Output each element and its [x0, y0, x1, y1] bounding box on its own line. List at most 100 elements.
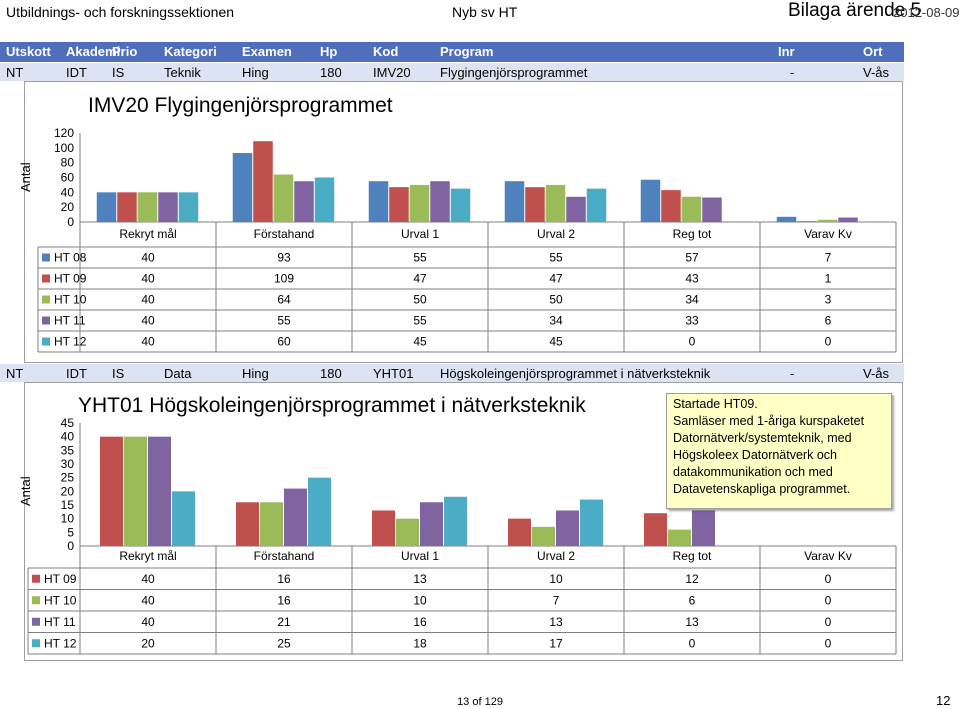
table-value-cell: 0 [825, 593, 832, 607]
table-value-cell: 55 [413, 251, 427, 265]
table-value-cell: 21 [277, 615, 291, 629]
cell-akademi: IDT [66, 366, 87, 381]
bar-ht08-4 [640, 179, 661, 222]
bar-ht10-3 [532, 526, 555, 546]
cell-kod: IMV20 [373, 65, 411, 80]
note-line: datakommunikation och med [673, 465, 833, 479]
bar-ht10-3 [545, 184, 566, 222]
legend-series-name: HT 11 [54, 314, 86, 328]
x-category-label: Varav Kv [804, 227, 852, 241]
table-value-cell: 57 [685, 251, 699, 265]
y-tick-label: 20 [61, 484, 75, 498]
bar-ht10-0 [137, 192, 158, 222]
bar-ht11-2 [430, 181, 450, 222]
table-value-cell: 13 [413, 572, 427, 586]
cell-prio: IS [112, 366, 125, 381]
bar-ht12-3 [580, 499, 603, 546]
table-value-cell: 55 [549, 251, 563, 265]
chart-title-yht01: YHT01 Högskoleingenjörsprogrammet i nätv… [78, 394, 586, 417]
y-tick-label: 5 [67, 525, 74, 539]
program-row-imv20: NT IDT IS Teknik Hing 180 IMV20 Flyginge… [0, 63, 904, 81]
table-value-cell: 50 [413, 293, 427, 307]
table-value-cell: 33 [685, 314, 699, 328]
cell-program: Högskoleingenjörsprogrammet i nätverkste… [440, 366, 711, 381]
bar-ht09-2 [389, 187, 409, 222]
note-line: Högskoleex Datornätverk och [673, 448, 837, 462]
legend-swatch [32, 639, 40, 648]
legend-series-name: HT 08 [54, 251, 87, 265]
bar-ht08-1 [232, 153, 253, 222]
table-value-cell: 43 [685, 272, 699, 286]
table-value-cell: 10 [413, 593, 427, 607]
bar-ht12-1 [308, 477, 331, 546]
bar-ht12-1 [314, 177, 335, 222]
report-name: Nyb sv HT [452, 4, 518, 20]
y-tick-label: 80 [61, 156, 75, 170]
cell-inr: - [790, 65, 795, 80]
legend-series-name: HT 09 [54, 272, 87, 286]
bar-ht10-0 [124, 436, 147, 546]
bar-ht11-1 [294, 181, 314, 222]
table-value-cell: 16 [277, 572, 291, 586]
y-tick-label: 15 [61, 498, 75, 512]
cell-utskott: NT [6, 65, 24, 80]
col-prio: Prio [112, 44, 138, 59]
table-value-cell: 10 [549, 572, 563, 586]
bar-ht11-4 [692, 510, 715, 546]
col-akademi: Akademi [66, 44, 121, 59]
table-value-cell: 13 [549, 615, 563, 629]
bar-ht10-2 [409, 184, 430, 222]
col-hp: Hp [320, 44, 338, 59]
table-value-cell: 20 [141, 636, 155, 650]
legend-series-name: HT 12 [54, 335, 87, 349]
table-value-cell: 6 [825, 314, 832, 328]
cell-kategori: Teknik [164, 65, 201, 80]
table-value-cell: 0 [825, 572, 832, 586]
x-category-label: Reg tot [673, 227, 712, 241]
bar-ht09-2 [372, 510, 395, 546]
note-line: Samläser med 1-åriga kurspaketet [673, 414, 865, 428]
y-tick-label: 45 [61, 416, 75, 430]
org-name: Utbildnings- och forskningssektionen [6, 4, 235, 20]
bar-ht11-2 [420, 502, 443, 546]
bar-ht10-1 [273, 174, 294, 222]
bar-ht09-4 [661, 190, 681, 222]
table-value-cell: 64 [277, 293, 291, 307]
table-value-cell: 7 [825, 251, 832, 265]
y-tick-label: 35 [61, 443, 75, 457]
note-line: Datavetenskapliga programmet. [673, 482, 851, 496]
table-value-cell: 47 [413, 272, 427, 286]
table-value-cell: 34 [685, 293, 699, 307]
bar-ht08-2 [368, 181, 389, 222]
table-value-cell: 40 [141, 572, 155, 586]
y-tick-label: 60 [61, 171, 75, 185]
page-footer: 13 of 129 [457, 696, 503, 708]
x-category-label: Urval 2 [537, 227, 575, 241]
bar-ht11-5 [838, 217, 858, 222]
cell-ort: V-ås [863, 366, 890, 381]
chart-title-imv20: IMV20 Flygingenjörsprogrammet [88, 94, 393, 117]
col-program: Program [440, 44, 494, 59]
table-value-cell: 0 [825, 615, 832, 629]
table-value-cell: 50 [549, 293, 563, 307]
table-value-cell: 0 [825, 636, 832, 650]
table-value-cell: 40 [141, 293, 155, 307]
bar-ht09-3 [508, 518, 531, 546]
legend-swatch [42, 295, 50, 304]
legend-swatch [42, 274, 50, 283]
table-value-cell: 3 [825, 293, 832, 307]
cell-ort: V-ås [863, 65, 890, 80]
program-note-box: Startade HT09. Samläser med 1-åriga kurs… [666, 393, 892, 509]
bar-ht10-4 [681, 196, 702, 222]
table-value-cell: 16 [277, 593, 291, 607]
legend-swatch [32, 574, 40, 583]
x-category-label: Urval 2 [537, 549, 575, 563]
bar-ht11-0 [148, 436, 171, 546]
col-utskott: Utskott [6, 44, 51, 59]
bar-ht12-2 [450, 188, 471, 222]
y-tick-label: 0 [67, 215, 74, 229]
legend-series-name: HT 09 [44, 572, 77, 586]
table-value-cell: 25 [277, 636, 291, 650]
y-tick-label: 25 [61, 471, 75, 485]
